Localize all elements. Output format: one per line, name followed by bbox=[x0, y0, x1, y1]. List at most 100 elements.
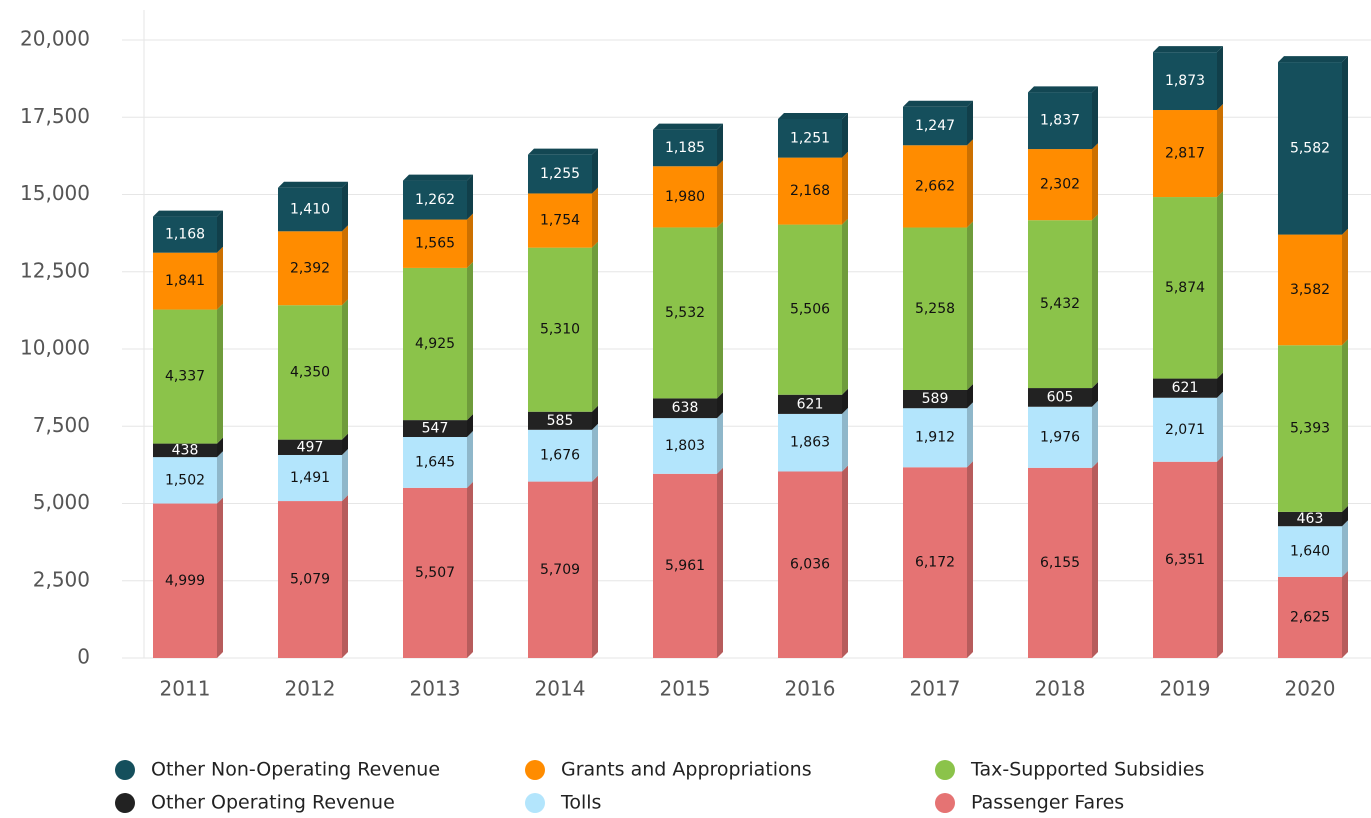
data-label: 1,565 bbox=[415, 236, 455, 252]
bar-side bbox=[342, 299, 348, 440]
bar-segment bbox=[528, 429, 592, 482]
bar-side bbox=[1092, 214, 1098, 389]
bar-top bbox=[1153, 46, 1223, 53]
data-label: 5,393 bbox=[1290, 421, 1330, 437]
bar-segment bbox=[1153, 378, 1217, 398]
data-label: 2,168 bbox=[790, 183, 830, 199]
bar-segment bbox=[778, 157, 842, 225]
data-label: 1,863 bbox=[790, 435, 830, 451]
bar-top bbox=[278, 181, 348, 188]
data-label: 1,262 bbox=[415, 192, 455, 208]
bar-segment bbox=[1278, 345, 1342, 512]
data-label: 4,350 bbox=[290, 364, 330, 380]
bar-top bbox=[1028, 86, 1098, 93]
bar-side bbox=[1092, 400, 1098, 468]
bar-side bbox=[467, 261, 473, 421]
bar-segment bbox=[653, 398, 717, 419]
bar-segment bbox=[1278, 526, 1342, 577]
bar-side bbox=[467, 213, 473, 268]
y-tick-label: 5,000 bbox=[33, 490, 90, 514]
bar-side bbox=[592, 405, 598, 430]
bar-side bbox=[1092, 143, 1098, 221]
data-label: 5,079 bbox=[290, 572, 330, 588]
x-tick-label: 2014 bbox=[535, 677, 586, 701]
data-label: 2,662 bbox=[915, 178, 955, 194]
bar-top bbox=[653, 123, 723, 130]
bar-side bbox=[217, 303, 223, 444]
bar-side bbox=[967, 402, 973, 468]
bar-segment bbox=[1028, 388, 1092, 407]
bar-side bbox=[1342, 505, 1348, 527]
bar-side bbox=[967, 139, 973, 228]
data-label: 6,351 bbox=[1165, 552, 1205, 568]
data-label: 4,337 bbox=[165, 369, 205, 385]
bar-side bbox=[342, 225, 348, 306]
bar-segment bbox=[278, 305, 342, 440]
bar-top bbox=[403, 174, 473, 181]
bar-segment bbox=[528, 247, 592, 412]
bar-segment bbox=[528, 411, 592, 430]
data-label: 6,172 bbox=[915, 555, 955, 571]
bar-side bbox=[342, 448, 348, 502]
bar-segment bbox=[403, 267, 467, 421]
data-label: 5,506 bbox=[790, 302, 830, 318]
data-label: 1,255 bbox=[540, 166, 580, 182]
data-label: 497 bbox=[297, 439, 324, 455]
bar-side bbox=[967, 461, 973, 658]
bar-segment bbox=[403, 487, 467, 658]
bar-side bbox=[467, 414, 473, 438]
bar-segment bbox=[1278, 62, 1342, 235]
bar-side bbox=[592, 241, 598, 412]
y-tick-label: 2,500 bbox=[33, 567, 90, 591]
data-label: 1,185 bbox=[665, 140, 705, 156]
bar-segment bbox=[903, 145, 967, 228]
bar-side bbox=[717, 392, 723, 419]
bar-segment bbox=[153, 503, 217, 658]
bar-segment bbox=[1153, 461, 1217, 658]
data-label: 1,841 bbox=[165, 273, 205, 289]
bar-segment bbox=[1028, 467, 1092, 658]
bar-side bbox=[1342, 570, 1348, 658]
x-tick-label: 2019 bbox=[1160, 677, 1211, 701]
legend-marker bbox=[935, 793, 955, 813]
bar-segment bbox=[903, 390, 967, 409]
y-tick-label: 17,500 bbox=[20, 104, 90, 128]
x-tick-label: 2011 bbox=[160, 677, 211, 701]
bar-segment bbox=[403, 180, 467, 220]
bar-side bbox=[967, 221, 973, 391]
x-tick-label: 2016 bbox=[785, 677, 836, 701]
data-label: 438 bbox=[172, 442, 199, 458]
data-label: 5,432 bbox=[1040, 296, 1080, 312]
y-tick-label: 7,500 bbox=[33, 413, 90, 437]
data-label: 1,803 bbox=[665, 438, 705, 454]
bar-side bbox=[1217, 104, 1223, 198]
bar-side bbox=[592, 148, 598, 194]
data-label: 6,036 bbox=[790, 557, 830, 573]
data-label: 1,491 bbox=[290, 470, 330, 486]
data-label: 1,168 bbox=[165, 227, 205, 243]
data-label: 5,532 bbox=[665, 305, 705, 321]
data-label: 621 bbox=[1172, 380, 1199, 396]
x-tick-label: 2012 bbox=[285, 677, 336, 701]
data-label: 5,961 bbox=[665, 558, 705, 574]
data-label: 1,502 bbox=[165, 472, 205, 488]
bar-side bbox=[342, 495, 348, 658]
bar-segment bbox=[903, 408, 967, 468]
bar-side bbox=[1217, 372, 1223, 398]
legend-marker bbox=[935, 760, 955, 780]
legend-label: Grants and Appropriations bbox=[561, 759, 812, 781]
bar-side bbox=[842, 112, 848, 158]
data-label: 1,251 bbox=[790, 130, 830, 146]
legend-label: Tax-Supported Subsidies bbox=[970, 759, 1204, 781]
bar-segment bbox=[778, 118, 842, 158]
data-label: 1,873 bbox=[1165, 73, 1205, 89]
data-label: 5,310 bbox=[540, 322, 580, 338]
bar-segment bbox=[653, 166, 717, 228]
bar-segment bbox=[153, 309, 217, 444]
bar-segment bbox=[153, 457, 217, 504]
data-label: 5,709 bbox=[540, 562, 580, 578]
bar-segment bbox=[903, 106, 967, 146]
bar-side bbox=[1342, 228, 1348, 346]
bar-side bbox=[1342, 520, 1348, 577]
